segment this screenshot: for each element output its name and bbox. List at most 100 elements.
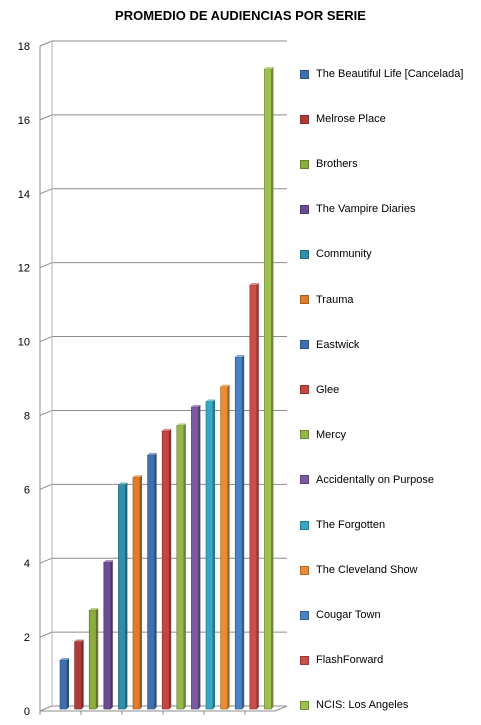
floor-edge: [274, 705, 288, 712]
legend-swatch: [300, 475, 309, 485]
legend-swatch: [300, 385, 309, 395]
bar-top: [133, 475, 142, 478]
bar: [220, 386, 228, 710]
gridline-side: [39, 114, 53, 121]
legend-swatch: [300, 69, 309, 79]
legend-swatch: [300, 204, 309, 214]
legend-label: The Cleveland Show: [316, 564, 418, 577]
bar: [59, 659, 68, 710]
legend-label: NCIS: Los Angeles: [316, 699, 409, 712]
bar: [88, 609, 97, 710]
bar: [205, 401, 214, 710]
legend-label: The Beautiful Life [Cancelada]: [316, 68, 464, 80]
legend-item: The Cleveland Show: [300, 563, 418, 577]
bar: [249, 284, 258, 710]
gridline-side: [39, 631, 53, 638]
y-tick-label: 2: [24, 632, 30, 644]
bar-top: [118, 482, 128, 485]
gridline-side: [39, 40, 53, 47]
legend-label: Brothers: [316, 158, 358, 171]
bar-side: [140, 475, 142, 709]
bar-side: [227, 384, 230, 709]
bar-side: [125, 482, 128, 709]
y-tick-label: 4: [24, 558, 30, 570]
bar-top: [220, 384, 230, 387]
bar-top: [191, 404, 201, 407]
legend-swatch: [300, 700, 309, 710]
legend-item: Trauma: [300, 293, 354, 307]
legend-item: Melrose Place: [300, 112, 386, 126]
legend-label: The Vampire Diaries: [316, 203, 416, 216]
legend-label: FlashForward: [316, 654, 384, 667]
legend-swatch: [300, 430, 309, 440]
y-tick-label: 0: [24, 706, 30, 718]
bar: [176, 425, 185, 710]
bar-side: [169, 428, 172, 709]
gridline-side: [39, 483, 53, 490]
legend-swatch: [300, 159, 309, 169]
gridline-side: [39, 409, 53, 416]
y-tick-label: 6: [24, 484, 30, 496]
gridline-side: [39, 557, 53, 564]
chart-title: PROMEDIO DE AUDIENCIAS POR SERIE: [115, 8, 366, 23]
legend-label: Glee: [316, 383, 340, 396]
bar-top: [60, 657, 69, 660]
legend-label: Eastwick: [316, 338, 360, 351]
bar-top: [89, 608, 99, 611]
bar-top: [162, 428, 172, 431]
legend-item: The Vampire Diaries: [300, 202, 415, 216]
legend-swatch: [300, 295, 309, 304]
bar: [118, 484, 126, 710]
y-tick-label: 16: [18, 115, 30, 127]
legend-item: The Beautiful Life [Cancelada]: [300, 67, 463, 81]
bar-top: [206, 399, 215, 402]
legend-item: Cougar Town: [300, 608, 381, 622]
legend-swatch: [300, 114, 309, 124]
y-tick-label: 14: [18, 189, 30, 201]
legend-item: Glee: [300, 383, 339, 397]
bar: [132, 476, 141, 710]
bar-side: [256, 282, 259, 709]
bar: [191, 406, 199, 710]
legend-label: Mercy: [316, 428, 346, 441]
bar: [161, 430, 170, 710]
legend-item: FlashForward: [300, 653, 383, 667]
bar: [234, 356, 243, 710]
legend-swatch: [300, 565, 309, 575]
bar-side: [213, 399, 215, 709]
bar-top: [147, 452, 157, 455]
gridline-side: [39, 262, 53, 269]
legend-item: Accidentally on Purpose: [300, 473, 434, 487]
legend-swatch: [300, 340, 309, 350]
legend-item: Brothers: [300, 157, 358, 171]
legend-swatch: [300, 520, 309, 530]
legend-item: Mercy: [300, 428, 346, 442]
legend-label: The Forgotten: [316, 519, 386, 531]
bar-side: [110, 560, 113, 709]
legend-label: Trauma: [316, 293, 354, 306]
gridline-side: [39, 336, 53, 343]
legend-swatch: [300, 249, 309, 259]
bar-side: [67, 657, 69, 709]
bar: [74, 641, 82, 710]
bar-side: [96, 608, 99, 709]
bar-side: [81, 639, 84, 709]
bar-side: [198, 404, 201, 709]
gridline-side: [39, 188, 53, 195]
bar: [103, 561, 112, 710]
y-tick-label: 10: [18, 337, 30, 349]
legend-item: The Forgotten: [300, 518, 385, 532]
gridline-side: [39, 705, 53, 712]
legend-item: Eastwick: [300, 338, 359, 352]
bar: [264, 68, 272, 710]
bar-top: [176, 423, 186, 426]
bar-top: [74, 639, 84, 642]
bar-top: [235, 355, 245, 358]
legend-item: NCIS: Los Angeles: [300, 698, 408, 712]
legend-swatch: [300, 610, 309, 620]
bar-side: [154, 452, 157, 709]
bar-top: [249, 282, 259, 285]
legend-label: Accidentally on Purpose: [316, 473, 435, 486]
legend-label: Cougar Town: [316, 609, 381, 622]
